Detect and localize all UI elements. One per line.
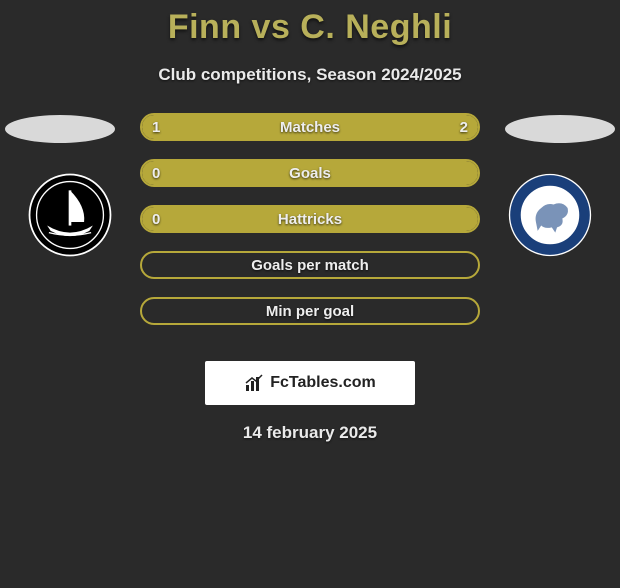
brand-box[interactable]: FcTables.com — [205, 361, 415, 405]
stat-label: Min per goal — [266, 303, 354, 320]
brand-chart-icon — [244, 373, 264, 393]
stat-bar: 0 Goals — [140, 159, 480, 187]
stat-bar: 1 2 Matches — [140, 113, 480, 141]
page-title: Finn vs C. Neghli — [0, 8, 620, 47]
brand-text: FcTables.com — [270, 374, 376, 392]
stat-bar: Min per goal — [140, 297, 480, 325]
stat-bar: Goals per match — [140, 251, 480, 279]
comparison-stage: 1 2 Matches 0 Goals 0 Hattricks Goals per match… — [0, 113, 620, 343]
club-badge-right — [502, 171, 598, 259]
stat-label: Goals per match — [251, 257, 369, 274]
stat-bars: 1 2 Matches 0 Goals 0 Hattricks Goals per match… — [140, 113, 480, 343]
plymouth-badge-icon — [22, 171, 118, 259]
subtitle: Club competitions, Season 2024/2025 — [0, 65, 620, 85]
stat-label: Hattricks — [278, 211, 342, 228]
stat-value-right: 2 — [460, 119, 468, 136]
stat-bar: 0 Hattricks — [140, 205, 480, 233]
date-text: 14 february 2025 — [0, 423, 620, 443]
player-oval-left — [5, 115, 115, 143]
stat-value-left: 0 — [152, 211, 160, 228]
club-badge-left — [22, 171, 118, 259]
stat-value-left: 1 — [152, 119, 160, 136]
millwall-badge-icon — [502, 171, 598, 259]
stat-value-left: 0 — [152, 165, 160, 182]
stat-label: Matches — [280, 119, 340, 136]
stat-label: Goals — [289, 165, 331, 182]
player-oval-right — [505, 115, 615, 143]
